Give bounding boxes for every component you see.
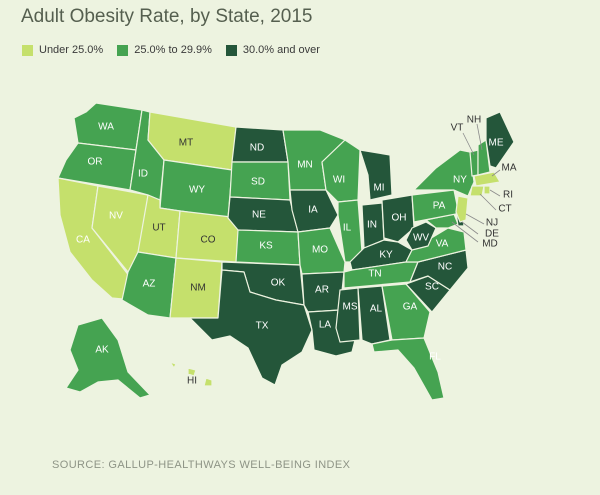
label-nm: NM (190, 283, 206, 294)
legend-item-under-25: Under 25.0% (22, 44, 103, 56)
label-ri: RI (503, 190, 513, 201)
legend-item-25-to-29: 25.0% to 29.9% (117, 44, 212, 56)
label-co: CO (201, 235, 216, 246)
label-al: AL (370, 304, 383, 315)
label-in: IN (367, 220, 377, 231)
state-ny[interactable] (413, 149, 475, 197)
leader-nh (476, 123, 483, 151)
label-ks: KS (259, 241, 273, 252)
leader-ma (491, 169, 501, 177)
label-or: OR (88, 157, 103, 168)
label-va: VA (436, 239, 449, 250)
label-id: ID (138, 169, 148, 180)
chart-title: Adult Obesity Rate, by State, 2015 (21, 6, 313, 27)
label-mt: MT (179, 138, 193, 149)
label-nh: NH (467, 115, 481, 126)
state-label-leaders (451, 123, 501, 243)
label-wi: WI (333, 175, 345, 186)
state-tx[interactable] (189, 269, 313, 386)
label-ca: CA (76, 235, 90, 246)
legend-label: Under 25.0% (39, 44, 104, 56)
label-az: AZ (143, 279, 156, 290)
label-wa: WA (98, 122, 114, 133)
legend-swatch (225, 44, 237, 56)
state-nj[interactable] (455, 195, 469, 223)
legend-swatch (22, 44, 33, 56)
label-wv: WV (413, 233, 429, 244)
leader-nj (465, 213, 485, 225)
state-me[interactable] (485, 111, 515, 169)
source-note: SOURCE: GALLUP-HEALTHWAYS WELL-BEING IND… (52, 459, 351, 471)
leader-ri (489, 189, 501, 197)
label-fl: FL (429, 352, 441, 363)
state-ma[interactable] (473, 171, 501, 187)
state-ri[interactable] (483, 185, 491, 195)
state-ak[interactable] (65, 317, 151, 399)
label-ga: GA (403, 302, 418, 313)
legend-swatch (117, 44, 129, 56)
label-sc: SC (425, 282, 439, 293)
label-nv: NV (109, 211, 123, 222)
legend-label: 30.0% and over (242, 44, 320, 56)
state-labels: WA OR CA NV ID MT WY UT CO AZ NM ND SD N… (76, 115, 517, 387)
state-mi[interactable] (359, 149, 393, 201)
state-or[interactable] (57, 142, 137, 191)
label-wy: WY (189, 185, 205, 196)
label-mi: MI (373, 183, 384, 194)
legend: Under 25.0% 25.0% to 29.9% 30.0% and ove… (22, 43, 334, 57)
label-oh: OH (392, 213, 407, 224)
leader-md (451, 221, 479, 243)
label-tn: TN (368, 269, 381, 280)
label-ak: AK (95, 345, 109, 356)
state-vt[interactable] (469, 149, 479, 177)
legend-label: 25.0% to 29.9% (134, 44, 212, 56)
label-mo: MO (312, 245, 328, 256)
state-fl[interactable] (371, 337, 445, 401)
label-vt: VT (451, 123, 464, 134)
label-sd: SD (251, 177, 265, 188)
label-md: MD (482, 239, 498, 250)
label-ar: AR (315, 285, 329, 296)
label-pa: PA (433, 201, 446, 212)
label-hi: HI (187, 376, 197, 387)
label-tx: TX (256, 321, 269, 332)
label-ct: CT (498, 204, 511, 215)
state-hi[interactable] (169, 361, 213, 387)
state-ga[interactable] (381, 283, 431, 341)
label-nd: ND (250, 143, 264, 154)
label-me: ME (489, 138, 504, 149)
leader-de (461, 221, 479, 235)
state-oh[interactable] (381, 194, 415, 243)
label-ny: NY (453, 175, 467, 186)
leader-vt (462, 132, 475, 156)
label-nj: NJ (486, 218, 498, 229)
legend-item-30-and-over: 30.0% and over (225, 44, 320, 56)
label-de: DE (485, 229, 499, 240)
label-ok: OK (271, 278, 286, 289)
label-ms: MS (343, 302, 358, 313)
label-il: IL (343, 223, 352, 234)
label-nc: NC (438, 262, 452, 273)
label-ne: NE (252, 210, 266, 221)
label-mn: MN (297, 160, 313, 171)
label-ut: UT (152, 223, 165, 234)
state-ms[interactable] (335, 287, 361, 343)
label-ia: IA (308, 205, 318, 216)
leader-ct (479, 193, 497, 211)
state-wv[interactable] (405, 221, 437, 251)
label-la: LA (319, 320, 332, 331)
label-ky: KY (379, 250, 393, 261)
label-ma: MA (502, 163, 517, 174)
state-ct[interactable] (469, 185, 485, 197)
